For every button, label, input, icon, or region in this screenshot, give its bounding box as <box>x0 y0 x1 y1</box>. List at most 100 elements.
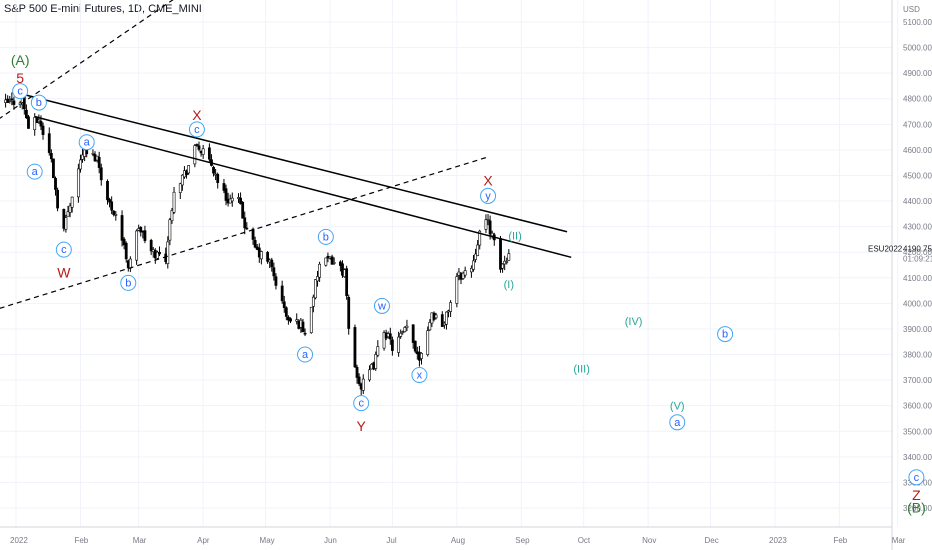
price-grid <box>0 0 899 527</box>
candle <box>12 96 16 110</box>
wave-circle <box>297 346 314 363</box>
candle-body <box>149 240 153 252</box>
wave-text: a <box>32 166 39 178</box>
candle-body <box>461 272 465 279</box>
x-tick-label: Apr <box>197 536 210 545</box>
chart-title: S&P 500 E-mini Futures, 1D, CME_MINI <box>4 3 202 15</box>
candle <box>54 176 57 196</box>
y-tick-label: 4400.00 <box>903 197 932 206</box>
candle-body <box>12 100 16 105</box>
currency-label: USD <box>903 5 920 14</box>
candle <box>70 196 74 213</box>
y-tick-label: 4600.00 <box>903 146 932 155</box>
candle-body <box>239 197 242 205</box>
candle <box>472 254 475 272</box>
y-tick-label: 5100.00 <box>903 18 932 27</box>
candle-body <box>216 174 220 183</box>
x-tick-label: Feb <box>833 536 847 545</box>
candle <box>66 205 70 217</box>
candle-body <box>68 205 72 213</box>
x-tick-label: Sep <box>515 536 530 545</box>
x-tick-label: 2023 <box>769 536 787 545</box>
candle-body <box>382 332 386 349</box>
candle-body <box>222 183 226 191</box>
candle-body <box>345 268 349 297</box>
candle-body <box>507 253 511 261</box>
y-tick-label: 3900.00 <box>903 325 932 334</box>
candle-body <box>401 331 405 333</box>
candle-body <box>76 168 80 198</box>
candle-body <box>106 181 109 201</box>
wave-text: x <box>417 369 423 381</box>
candle-body <box>347 296 351 329</box>
candle <box>168 217 172 246</box>
x-tick-label: Mar <box>133 536 147 545</box>
x-tick-label: Mar <box>892 536 906 545</box>
symbol-label: ESU2022 <box>868 245 903 254</box>
candle-body <box>172 191 176 213</box>
y-tick-label: 4700.00 <box>903 120 932 129</box>
candle-body <box>368 369 371 381</box>
candle <box>149 238 153 256</box>
candle <box>461 271 465 280</box>
candle-body <box>52 158 55 179</box>
candle-body <box>207 147 211 160</box>
candle-body <box>201 148 205 155</box>
candle-body <box>284 307 288 317</box>
candle <box>463 266 467 278</box>
candle <box>318 261 322 282</box>
candle-body <box>488 220 492 235</box>
wave-label: (A) <box>11 52 30 68</box>
candle <box>222 178 226 194</box>
candle-body <box>316 276 319 282</box>
candle <box>316 270 319 287</box>
candle <box>112 210 116 217</box>
candle-body <box>318 263 322 278</box>
wave-text: b <box>323 231 329 243</box>
candle-body <box>41 125 45 135</box>
candle <box>374 351 378 371</box>
candle-body <box>332 262 336 264</box>
wave-circle <box>120 274 137 291</box>
wave-circle <box>411 366 428 383</box>
candle <box>68 202 72 218</box>
candle <box>201 144 205 159</box>
countdown-label: 01:09:21 <box>903 255 932 264</box>
wave-label: c <box>908 469 925 486</box>
wave-circle <box>373 297 390 314</box>
candle-body <box>114 214 118 216</box>
candle <box>501 263 504 273</box>
candle-body <box>8 100 12 102</box>
candle-body <box>212 166 215 174</box>
candle-body <box>478 230 482 246</box>
candle-body <box>301 321 305 333</box>
candle <box>106 179 109 205</box>
x-tick-label: Jul <box>386 536 396 545</box>
candle-body <box>110 201 114 211</box>
candle <box>135 229 139 265</box>
candle <box>492 232 496 246</box>
candle-body <box>474 253 477 260</box>
wave-label: c <box>12 83 29 100</box>
candle-body <box>505 261 509 263</box>
candle <box>81 149 84 163</box>
candle <box>143 225 147 244</box>
candle <box>243 211 247 235</box>
candle <box>440 311 444 327</box>
wave-circle <box>908 469 925 486</box>
candle-body <box>361 378 365 391</box>
candle-body <box>195 144 199 146</box>
candle-body <box>245 227 249 230</box>
candle-body <box>81 154 84 160</box>
candle <box>230 192 234 207</box>
candle-body <box>91 153 95 155</box>
candle <box>166 236 170 269</box>
candle-body <box>27 116 30 129</box>
candle <box>259 250 263 265</box>
wave-label: a <box>78 134 95 151</box>
candle-body <box>79 159 82 170</box>
wave-text: Y <box>357 418 367 434</box>
wave-circle <box>353 395 370 412</box>
candle-body <box>178 183 182 193</box>
